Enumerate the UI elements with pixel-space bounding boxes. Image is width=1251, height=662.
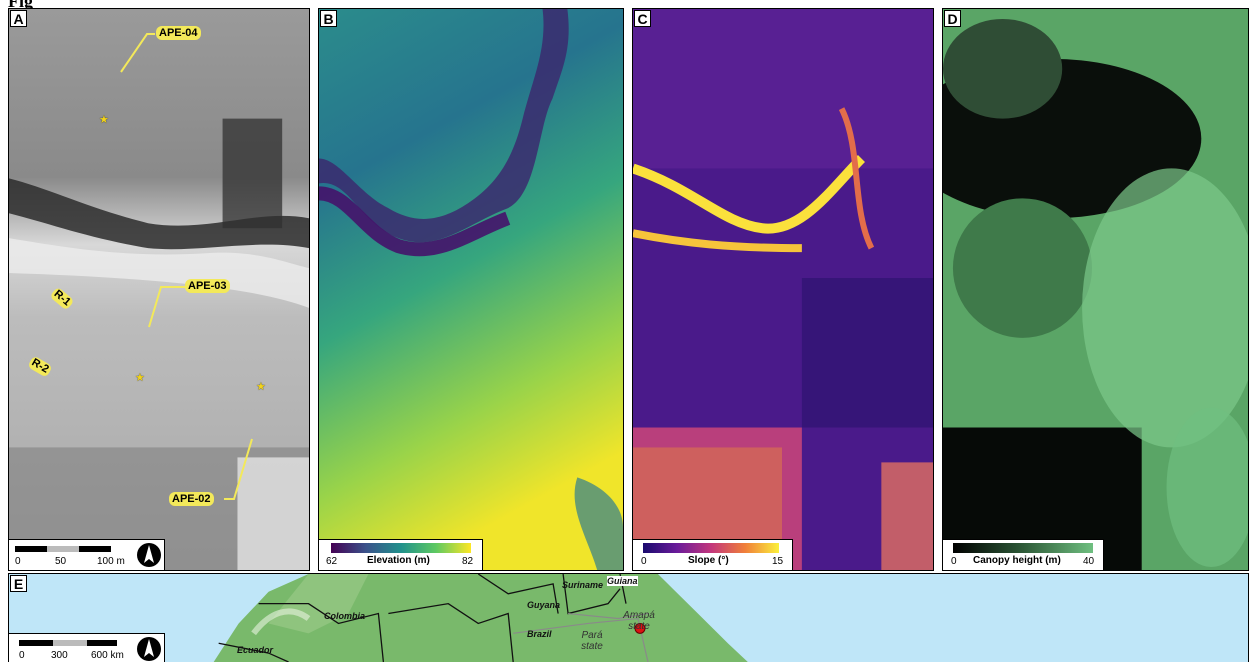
regional-scale-bar-box: 0 300 600 km [9, 633, 165, 662]
panel-b-elevation: B 62 Elevation (m) 82 [318, 8, 624, 571]
country-colombia: Colombia [324, 611, 366, 621]
hillshade-map [9, 9, 309, 570]
elevation-map [319, 9, 623, 570]
panel-e-label: E [10, 575, 27, 592]
slope-map [633, 9, 933, 570]
figure-title: Fig [8, 0, 33, 11]
regional-scale-tick-600: 600 km [91, 650, 124, 661]
canopy-map [943, 9, 1248, 570]
country-guyana: Guyana [527, 600, 561, 610]
country-ecuador: Ecuador [237, 645, 274, 655]
elevation-legend: 62 Elevation (m) 82 [319, 539, 483, 570]
country-guiana: Guiana [607, 576, 638, 586]
callout-ape-04: APE-04 [156, 26, 201, 40]
site-star-icon: ★ [99, 114, 109, 126]
site-star-icon: ★ [256, 381, 266, 393]
scale-tick-100: 100 m [97, 556, 125, 567]
elevation-min: 62 [326, 556, 338, 567]
elevation-legend-title: Elevation (m) [367, 555, 430, 566]
scale-tick-50: 50 [55, 556, 67, 567]
regional-scale-tick-300: 300 [51, 650, 68, 661]
canopy-min: 0 [951, 556, 957, 567]
panel-a-hillshade: A APE-04 APE-03 APE-02 R-1 R-2 ★ ★ ★ 0 5… [8, 8, 310, 571]
callout-leaders [120, 33, 253, 500]
regional-scale-tick-0: 0 [19, 650, 25, 661]
north-arrow-icon [137, 637, 161, 661]
canopy-colorbar [953, 543, 1093, 553]
panel-d-canopy: D 0 Canopy height (m) 40 [942, 8, 1249, 571]
callout-ape-03: APE-03 [185, 279, 230, 293]
panel-c-slope: C 0 Slope (°) 15 [632, 8, 934, 571]
state-amapa: Amapá state [623, 610, 655, 632]
canopy-legend: 0 Canopy height (m) 40 [943, 539, 1104, 570]
canopy-max: 40 [1083, 556, 1095, 567]
country-brazil: Brazil [527, 629, 552, 639]
scale-bar-box: 0 50 100 m [9, 539, 165, 570]
canopy-legend-title: Canopy height (m) [973, 555, 1061, 566]
north-arrow-icon [137, 543, 161, 567]
slope-legend-title: Slope (°) [688, 555, 729, 566]
slope-max: 15 [772, 556, 784, 567]
panel-c-label: C [634, 10, 651, 27]
elevation-colorbar [331, 543, 471, 553]
slope-min: 0 [641, 556, 647, 567]
regional-map [9, 574, 1248, 662]
panel-d-label: D [944, 10, 961, 27]
panel-b-label: B [320, 10, 337, 27]
state-para: Pará state [581, 630, 603, 652]
callout-ape-02: APE-02 [169, 492, 214, 506]
country-suriname: Suriname [562, 580, 604, 590]
elevation-max: 82 [462, 556, 474, 567]
panel-e-regional-map: E Colombia Suriname Guiana Guyana Brazil… [8, 573, 1249, 662]
site-star-icon: ★ [135, 372, 145, 384]
slope-legend: 0 Slope (°) 15 [633, 539, 793, 570]
scale-tick-0: 0 [15, 556, 21, 567]
slope-colorbar [643, 543, 779, 553]
panel-a-label: A [10, 10, 27, 27]
